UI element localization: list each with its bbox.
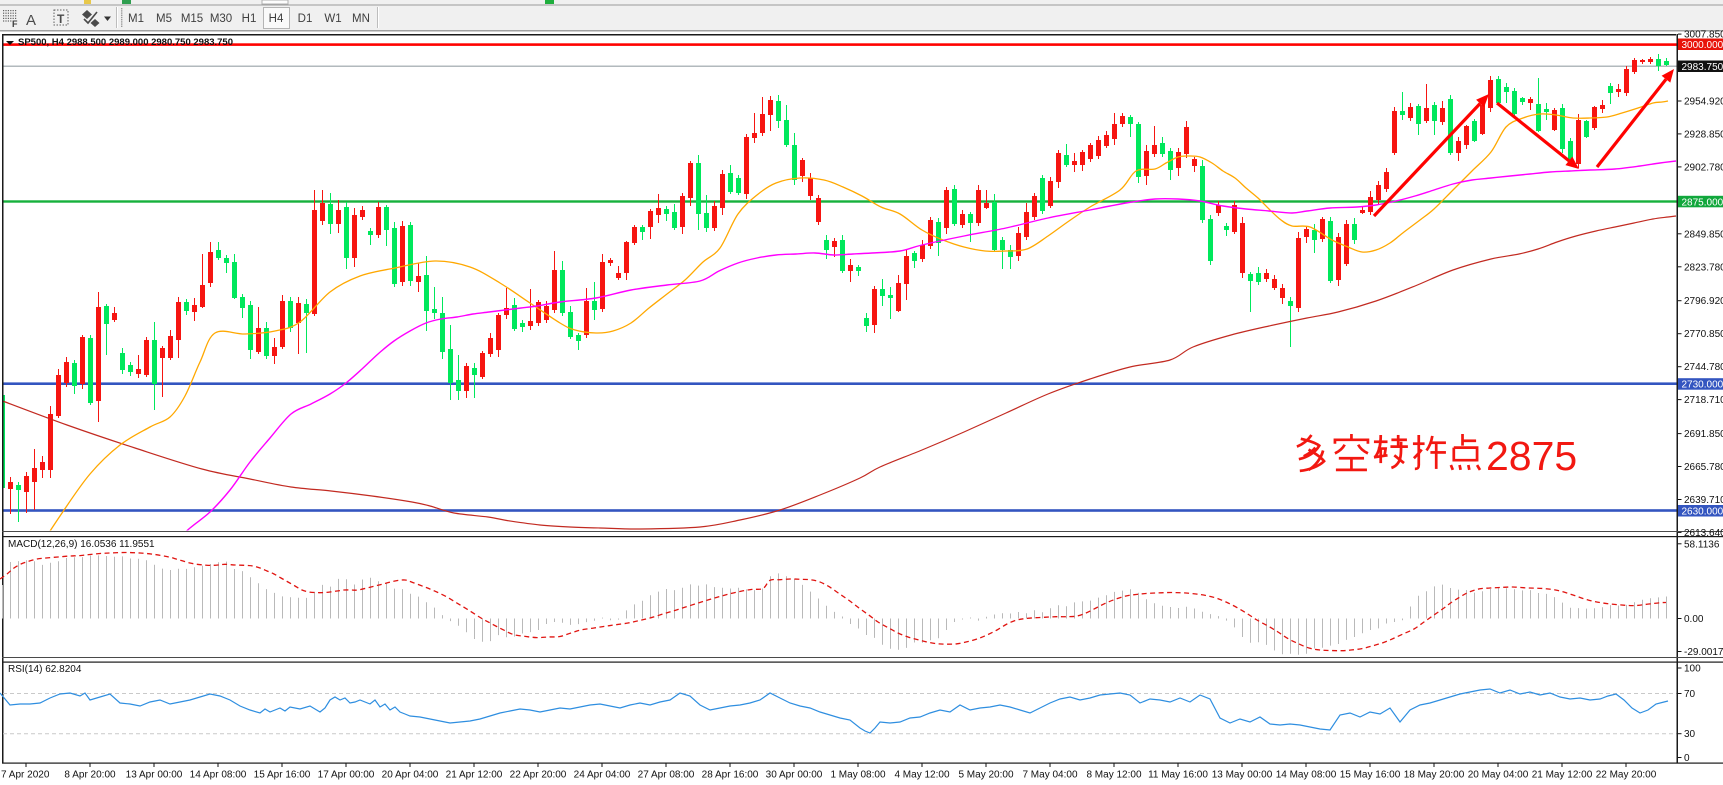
svg-text:30 Apr 00:00: 30 Apr 00:00	[766, 770, 823, 781]
svg-text:27 Apr 08:00: 27 Apr 08:00	[638, 770, 695, 781]
svg-text:58.1136: 58.1136	[1684, 539, 1720, 550]
svg-text:18 May 20:00: 18 May 20:00	[1404, 770, 1465, 781]
svg-text:RSI(14) 62.8204: RSI(14) 62.8204	[8, 664, 82, 675]
svg-text:2849.850: 2849.850	[1684, 229, 1723, 240]
svg-text:2770.850: 2770.850	[1684, 329, 1723, 340]
svg-text:2630.000: 2630.000	[1682, 507, 1723, 518]
svg-text:70: 70	[1684, 689, 1696, 700]
svg-text:8 May 12:00: 8 May 12:00	[1086, 770, 1141, 781]
svg-text:2796.920: 2796.920	[1684, 296, 1723, 307]
svg-text:7 Apr 2020: 7 Apr 2020	[1, 770, 50, 781]
svg-text:M1: M1	[128, 13, 144, 25]
svg-text:2875.000: 2875.000	[1682, 197, 1723, 208]
svg-text:W1: W1	[324, 13, 341, 25]
svg-text:17 Apr 00:00: 17 Apr 00:00	[318, 770, 375, 781]
svg-text:100: 100	[1684, 664, 1701, 675]
svg-text:M5: M5	[156, 13, 172, 25]
svg-text:D1: D1	[298, 13, 313, 25]
svg-text:F: F	[12, 19, 18, 29]
svg-text:5 May 20:00: 5 May 20:00	[958, 770, 1013, 781]
svg-text:2875: 2875	[1486, 433, 1577, 479]
svg-text:22 May 20:00: 22 May 20:00	[1596, 770, 1657, 781]
svg-text:T: T	[57, 12, 65, 26]
svg-text:2902.780: 2902.780	[1684, 162, 1723, 173]
svg-text:30: 30	[1684, 729, 1696, 740]
svg-text:-29.0017: -29.0017	[1684, 647, 1723, 658]
svg-text:3007.850: 3007.850	[1684, 30, 1723, 41]
svg-text:2718.710: 2718.710	[1684, 395, 1723, 406]
svg-text:13 May 00:00: 13 May 00:00	[1212, 770, 1273, 781]
svg-text:28 Apr 16:00: 28 Apr 16:00	[702, 770, 759, 781]
svg-text:2691.850: 2691.850	[1684, 429, 1723, 440]
svg-text:MN: MN	[352, 13, 370, 25]
svg-text:M30: M30	[210, 13, 232, 25]
svg-text:2639.710: 2639.710	[1684, 495, 1723, 506]
svg-text:2823.780: 2823.780	[1684, 262, 1723, 273]
svg-text:1 May 08:00: 1 May 08:00	[830, 770, 885, 781]
svg-text:2730.000: 2730.000	[1682, 380, 1723, 391]
svg-text:8 Apr 20:00: 8 Apr 20:00	[64, 770, 116, 781]
svg-text:13 Apr 00:00: 13 Apr 00:00	[126, 770, 183, 781]
svg-text:SP500, H4 2988.500 2989.000 29: SP500, H4 2988.500 2989.000 2980.750 298…	[18, 37, 233, 48]
svg-text:H4: H4	[269, 13, 284, 25]
svg-text:4 May 12:00: 4 May 12:00	[894, 770, 949, 781]
svg-text:21 May 12:00: 21 May 12:00	[1532, 770, 1593, 781]
svg-text:3000.000: 3000.000	[1682, 40, 1723, 51]
svg-text:14 May 08:00: 14 May 08:00	[1276, 770, 1337, 781]
svg-text:2665.780: 2665.780	[1684, 462, 1723, 473]
svg-text:0.00: 0.00	[1684, 614, 1704, 625]
svg-text:20 Apr 04:00: 20 Apr 04:00	[382, 770, 439, 781]
svg-text:20 May 04:00: 20 May 04:00	[1468, 770, 1529, 781]
svg-text:2928.850: 2928.850	[1684, 129, 1723, 140]
svg-text:M15: M15	[181, 13, 203, 25]
svg-text:A: A	[26, 12, 36, 29]
svg-text:15 May 16:00: 15 May 16:00	[1340, 770, 1401, 781]
svg-text:22 Apr 20:00: 22 Apr 20:00	[510, 770, 567, 781]
svg-text:14 Apr 08:00: 14 Apr 08:00	[190, 770, 247, 781]
svg-text:2954.920: 2954.920	[1684, 97, 1723, 108]
svg-text:21 Apr 12:00: 21 Apr 12:00	[446, 770, 503, 781]
svg-text:2744.780: 2744.780	[1684, 362, 1723, 373]
svg-text:2983.750: 2983.750	[1682, 62, 1723, 73]
svg-text:15 Apr 16:00: 15 Apr 16:00	[254, 770, 311, 781]
svg-text:0: 0	[1684, 753, 1690, 764]
svg-text:7 May 04:00: 7 May 04:00	[1022, 770, 1077, 781]
svg-text:2613.640: 2613.640	[1684, 528, 1723, 539]
svg-text:24 Apr 04:00: 24 Apr 04:00	[574, 770, 631, 781]
svg-text:11 May 16:00: 11 May 16:00	[1148, 770, 1208, 781]
svg-text:H1: H1	[242, 13, 257, 25]
svg-text:MACD(12,26,9) 16.0536 11.9551: MACD(12,26,9) 16.0536 11.9551	[8, 539, 155, 550]
